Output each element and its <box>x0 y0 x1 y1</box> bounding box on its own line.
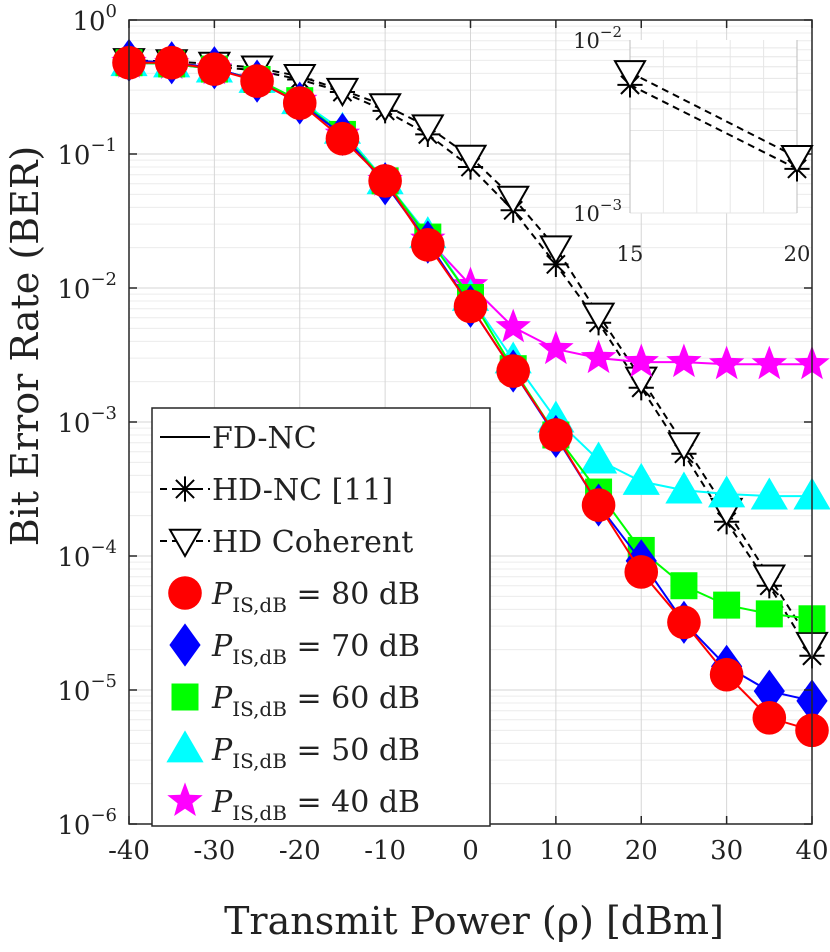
legend-box <box>151 407 491 827</box>
data-point-marker <box>750 477 788 510</box>
legend-marker <box>171 683 199 711</box>
legend-marker <box>166 730 204 763</box>
x-tick-label: -40 <box>108 836 150 866</box>
legend-entry: FD-NC <box>160 421 317 456</box>
legend-marker <box>169 623 201 667</box>
y-axis-label: Bit Error Rate (BER) <box>3 146 47 547</box>
data-point-marker <box>667 432 701 462</box>
x-tick-label: -20 <box>279 836 321 866</box>
data-point-marker <box>666 343 702 378</box>
data-point-marker <box>282 86 317 120</box>
x-axis-label: Transmit Power (ρ) [dBm] <box>224 899 724 943</box>
data-point-marker <box>283 64 317 94</box>
y-tick-label: 10−4 <box>57 537 117 573</box>
y-tick-label: 10−1 <box>57 135 117 171</box>
legend-marker <box>172 476 198 502</box>
legend-label: HD-NC [11] <box>212 473 393 508</box>
data-point-marker <box>665 471 703 504</box>
data-point-marker <box>496 354 530 388</box>
data-point-marker <box>579 441 618 474</box>
inset-x-tick-label: 20 <box>784 242 811 266</box>
legend-label: PIS,dB = 50 dB <box>211 733 420 773</box>
y-tick-label: 10−2 <box>57 269 117 305</box>
legend-label: PIS,dB = 40 dB <box>211 785 420 825</box>
x-tick-label: 30 <box>710 836 743 866</box>
legend-label: PIS,dB = 60 dB <box>211 681 420 721</box>
legend-label: PIS,dB = 70 dB <box>211 629 420 669</box>
legend-entry: HD-NC [11] <box>160 473 393 508</box>
data-point-marker <box>411 114 445 144</box>
data-point-marker <box>755 600 783 628</box>
legend-label: FD-NC <box>212 421 317 456</box>
x-tick-label: 20 <box>625 836 658 866</box>
data-point-marker <box>753 669 785 713</box>
data-point-marker <box>325 77 360 108</box>
inset-data-point-marker <box>780 145 814 175</box>
inset-data-point-marker <box>613 60 647 90</box>
data-point-marker <box>240 64 274 98</box>
legend-entry: HD Coherent <box>160 525 413 560</box>
inset-zoom-plot: 15 20 10−2 10−3 <box>573 23 814 266</box>
data-point-marker <box>708 345 745 380</box>
data-point-marker <box>368 164 402 198</box>
data-point-marker <box>623 343 659 378</box>
data-point-marker <box>667 605 701 640</box>
inset-y-tick-label: 10−2 <box>573 23 622 53</box>
data-point-marker <box>581 488 616 522</box>
data-point-marker <box>154 45 189 80</box>
data-point-marker <box>368 93 402 123</box>
x-tick-label: -10 <box>364 836 406 866</box>
legend-marker <box>167 782 203 816</box>
legend-marker <box>168 528 202 559</box>
legend-label: HD Coherent <box>212 525 413 560</box>
y-tick-label: 100 <box>72 1 117 37</box>
data-point-marker <box>538 330 574 365</box>
inset-y-tick-label: 10−3 <box>573 196 622 226</box>
series-circle <box>112 45 829 748</box>
y-tick-label: 10−3 <box>57 403 117 439</box>
data-point-marker <box>453 144 488 175</box>
data-point-marker <box>325 121 360 156</box>
data-point-marker <box>624 555 659 589</box>
legend-entry: PIS,dB = 50 dB <box>166 730 420 773</box>
legend-label: PIS,dB = 80 dB <box>211 577 420 617</box>
data-point-marker <box>622 462 660 495</box>
inset-series-triangle-down <box>613 60 814 175</box>
data-point-marker <box>670 572 698 600</box>
data-point-marker <box>539 235 573 265</box>
data-point-marker <box>713 591 741 619</box>
x-tick-label: -30 <box>193 836 235 866</box>
inset-x-tick-label: 15 <box>617 242 644 266</box>
legend-entry: PIS,dB = 60 dB <box>171 681 420 721</box>
data-point-marker <box>411 228 445 262</box>
y-tick-label: 10−5 <box>57 671 117 707</box>
data-point-marker <box>539 418 573 452</box>
x-tick-label: 10 <box>539 836 572 866</box>
inset-series-line <box>629 71 798 159</box>
y-tick-label: 10−6 <box>57 805 117 841</box>
data-point-marker <box>197 52 232 86</box>
axis-ticks: -40 -30 -20 -10 0 10 20 30 40 100 10−1 10−2 10−3 10−4… <box>57 1 828 866</box>
x-tick-label: 0 <box>462 836 479 866</box>
data-point-marker <box>751 345 787 380</box>
data-point-marker <box>708 475 746 508</box>
legend-entry: PIS,dB = 80 dB <box>168 576 420 617</box>
data-point-marker <box>752 701 787 735</box>
data-point-marker <box>752 564 787 594</box>
data-point-marker <box>495 308 531 343</box>
legend-entry: PIS,dB = 40 dB <box>167 782 420 825</box>
x-tick-label: 40 <box>795 836 828 866</box>
legend-entry: PIS,dB = 70 dB <box>169 623 420 669</box>
legend-marker <box>168 576 202 610</box>
data-point-marker <box>580 339 617 374</box>
data-point-marker <box>496 185 530 215</box>
legend: FD-NC HD-NC [11] HD Coherent PIS,dB = 80 dB… <box>151 407 491 827</box>
data-point-marker <box>709 657 744 692</box>
data-point-marker <box>581 302 616 332</box>
inset-background <box>630 40 797 213</box>
data-point-marker <box>453 289 488 324</box>
